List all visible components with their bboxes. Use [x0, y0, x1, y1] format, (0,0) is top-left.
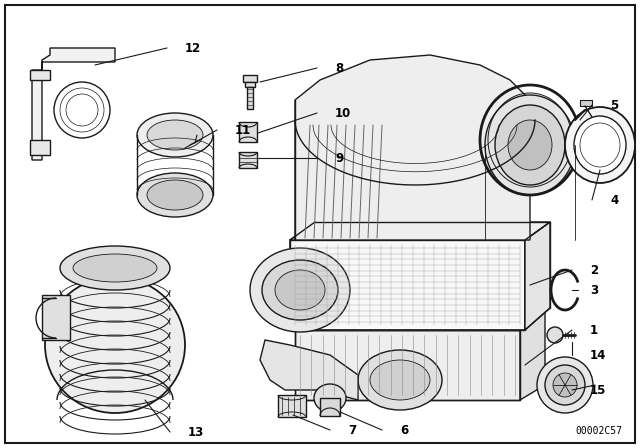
Ellipse shape: [574, 116, 626, 174]
Bar: [290, 240, 525, 330]
Polygon shape: [260, 340, 358, 400]
Text: 13: 13: [188, 426, 204, 439]
Polygon shape: [30, 140, 50, 155]
Ellipse shape: [60, 246, 170, 290]
Polygon shape: [290, 240, 525, 330]
Polygon shape: [525, 222, 550, 330]
Ellipse shape: [137, 173, 213, 217]
Bar: [239, 122, 257, 142]
Polygon shape: [295, 55, 530, 240]
Bar: [239, 152, 257, 168]
Ellipse shape: [508, 120, 552, 170]
Polygon shape: [295, 120, 390, 240]
Text: 2: 2: [590, 263, 598, 276]
Polygon shape: [42, 295, 70, 340]
Bar: [295, 330, 520, 400]
Text: 6: 6: [400, 423, 408, 436]
Text: 9: 9: [335, 151, 343, 164]
Bar: [247, 87, 253, 109]
Ellipse shape: [54, 82, 110, 138]
Bar: [245, 82, 255, 87]
Ellipse shape: [358, 350, 442, 410]
Ellipse shape: [250, 248, 350, 332]
Ellipse shape: [73, 254, 157, 282]
Bar: [580, 100, 592, 106]
Polygon shape: [278, 395, 306, 417]
Ellipse shape: [147, 180, 203, 210]
Ellipse shape: [485, 95, 575, 195]
Ellipse shape: [262, 260, 338, 320]
Text: 4: 4: [610, 194, 618, 207]
Text: 10: 10: [335, 107, 351, 120]
Bar: [243, 75, 257, 82]
Text: 00002C57: 00002C57: [575, 426, 622, 436]
Ellipse shape: [370, 360, 430, 400]
Polygon shape: [295, 330, 520, 400]
Ellipse shape: [565, 107, 635, 183]
Polygon shape: [32, 48, 115, 160]
Polygon shape: [520, 310, 545, 400]
Text: 8: 8: [335, 61, 343, 74]
Text: 7: 7: [348, 423, 356, 436]
Polygon shape: [295, 310, 545, 330]
Ellipse shape: [553, 373, 577, 397]
Ellipse shape: [45, 277, 185, 413]
Ellipse shape: [314, 384, 346, 412]
Text: 14: 14: [590, 349, 606, 362]
Ellipse shape: [137, 113, 213, 157]
Text: 5: 5: [610, 99, 618, 112]
Ellipse shape: [547, 327, 563, 343]
Ellipse shape: [537, 357, 593, 413]
Ellipse shape: [147, 120, 203, 150]
Ellipse shape: [545, 365, 585, 405]
Ellipse shape: [275, 270, 325, 310]
Text: 11: 11: [235, 124, 252, 137]
Text: 1: 1: [590, 323, 598, 336]
Text: 15: 15: [590, 383, 606, 396]
Ellipse shape: [495, 105, 565, 185]
Text: 3: 3: [590, 284, 598, 297]
Polygon shape: [290, 222, 550, 240]
Polygon shape: [30, 70, 50, 80]
Text: 12: 12: [185, 42, 201, 55]
Bar: [320, 398, 340, 416]
